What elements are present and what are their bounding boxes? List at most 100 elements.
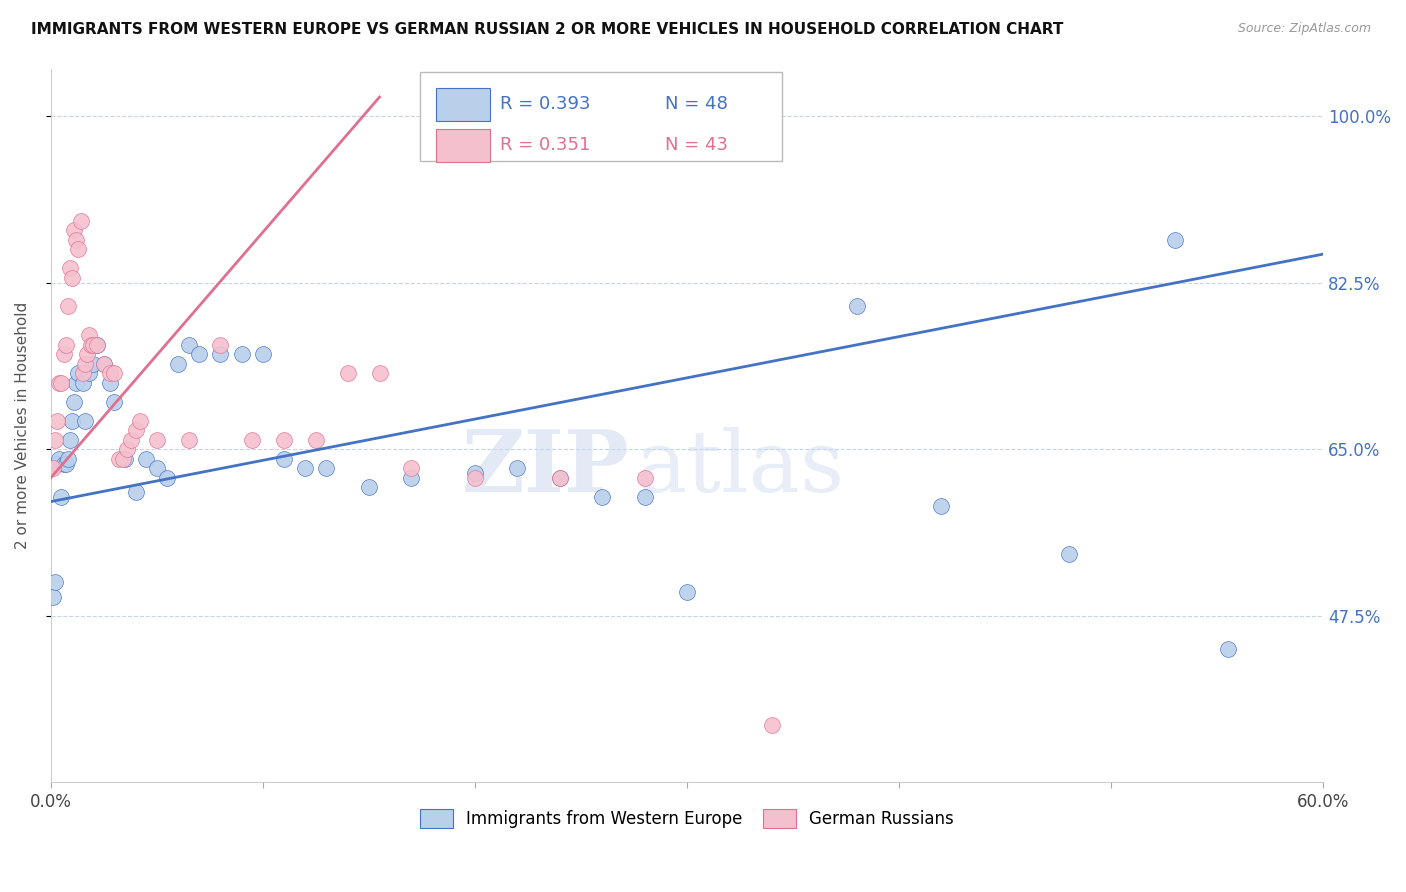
Point [51,376,73,390]
Point [115,442,138,457]
Point [82,337,104,351]
Point [120,433,142,447]
Point [46,414,69,428]
Point [60,414,83,428]
Point [124,485,146,500]
Point [98,376,121,390]
Point [1216,642,1239,657]
Point [1057,547,1080,561]
Point [65,376,87,390]
Point [77,366,100,380]
Point [86,337,108,351]
Point [548,471,571,485]
Point [845,300,868,314]
Point [56,300,79,314]
Point [401,471,423,485]
Point [931,500,953,514]
Point [209,337,232,351]
Point [52,457,75,471]
Point [48,451,70,466]
Point [252,347,274,361]
Text: R = 0.393: R = 0.393 [501,95,591,113]
Point [76,347,98,361]
Point [86,337,108,351]
Point [52,347,75,361]
Point [124,423,146,437]
Point [72,366,94,380]
Text: R = 0.351: R = 0.351 [501,136,591,154]
Point [273,433,295,447]
Point [42,461,65,475]
Point [357,480,380,494]
Point [464,471,486,485]
Text: N = 43: N = 43 [665,136,728,154]
Point [93,357,115,371]
Point [98,366,121,380]
FancyBboxPatch shape [436,129,489,161]
FancyBboxPatch shape [420,72,782,161]
Point [761,718,783,732]
Point [107,451,129,466]
Point [60,271,83,285]
Point [336,366,359,380]
Point [82,357,104,371]
Point [506,461,529,475]
Point [156,471,179,485]
FancyBboxPatch shape [436,88,489,120]
Text: N = 48: N = 48 [665,95,728,113]
Text: ZIP: ZIP [463,426,630,510]
Text: atlas: atlas [636,426,845,510]
Point [59,261,82,276]
Point [167,357,190,371]
Point [146,433,169,447]
Point [146,461,169,475]
Point [401,461,423,475]
Point [59,433,82,447]
Point [633,471,655,485]
Point [1163,233,1185,247]
Point [65,233,87,247]
Point [135,451,157,466]
Point [464,466,486,480]
Point [177,337,200,351]
Point [44,433,66,447]
Point [73,357,96,371]
Point [73,414,96,428]
Point [103,394,125,409]
Point [305,433,328,447]
Text: IMMIGRANTS FROM WESTERN EUROPE VS GERMAN RUSSIAN 2 OR MORE VEHICLES IN HOUSEHOLD: IMMIGRANTS FROM WESTERN EUROPE VS GERMAN… [31,22,1063,37]
Point [103,366,125,380]
Text: Source: ZipAtlas.com: Source: ZipAtlas.com [1237,22,1371,36]
Point [93,357,115,371]
Point [188,347,211,361]
Point [80,337,103,351]
Point [51,490,73,504]
Point [111,451,134,466]
Point [42,590,65,604]
Point [209,347,232,361]
Point [128,414,150,428]
Point [72,376,94,390]
Point [55,337,77,351]
Point [231,347,253,361]
Point [294,461,316,475]
Point [114,451,136,466]
Point [56,451,79,466]
Point [548,471,571,485]
Legend: Immigrants from Western Europe, German Russians: Immigrants from Western Europe, German R… [413,803,960,835]
Point [315,461,337,475]
Point [177,433,200,447]
Point [46,457,69,471]
Point [69,214,91,228]
Point [240,433,263,447]
Point [67,366,90,380]
Point [48,376,70,390]
Point [63,394,86,409]
Point [273,451,295,466]
Point [67,243,90,257]
Point [591,490,613,504]
Point [63,223,86,237]
Point [55,457,77,471]
Point [77,328,100,343]
Point [368,366,391,380]
